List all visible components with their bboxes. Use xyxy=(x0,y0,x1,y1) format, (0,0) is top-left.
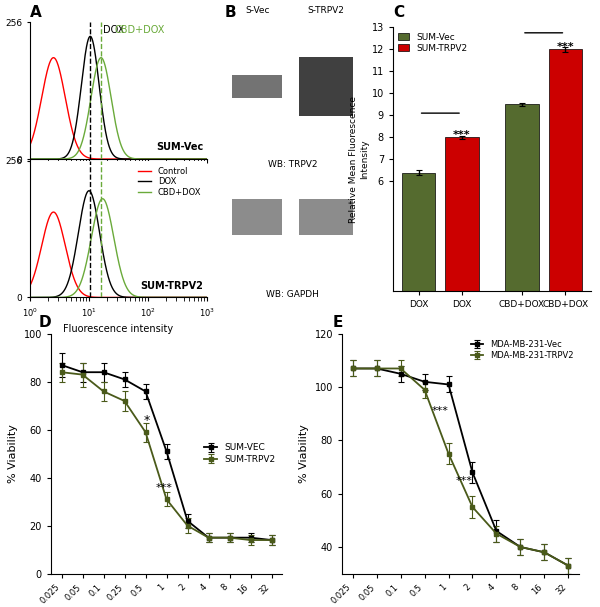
Text: ***: *** xyxy=(557,42,574,52)
Text: SUM-TRPV2: SUM-TRPV2 xyxy=(140,280,203,291)
Text: B: B xyxy=(225,5,236,20)
Bar xyxy=(402,172,436,291)
X-axis label: Fluorescence intensity: Fluorescence intensity xyxy=(64,324,173,334)
Text: SUM-Vec: SUM-Vec xyxy=(156,142,203,152)
Text: S-Vec: S-Vec xyxy=(245,6,269,15)
Y-axis label: % Viability: % Viability xyxy=(8,424,18,483)
Legend: SUM-VEC, SUM-TRPV2: SUM-VEC, SUM-TRPV2 xyxy=(202,441,277,466)
Text: C: C xyxy=(393,5,404,20)
Legend: Control, DOX, CBD+DOX: Control, DOX, CBD+DOX xyxy=(137,165,203,198)
Text: CBD+DOX: CBD+DOX xyxy=(115,25,165,35)
Text: D: D xyxy=(39,314,52,330)
Text: A: A xyxy=(30,5,42,20)
Text: WB: TRPV2: WB: TRPV2 xyxy=(268,160,317,169)
Y-axis label: Relative Mean Fluorescence
Intensity: Relative Mean Fluorescence Intensity xyxy=(349,96,369,223)
Text: DOX: DOX xyxy=(103,25,124,35)
Y-axis label: % Viability: % Viability xyxy=(299,424,309,483)
Bar xyxy=(232,199,282,235)
Text: *: * xyxy=(143,414,149,427)
Text: WB: GAPDH: WB: GAPDH xyxy=(266,290,319,299)
Legend: MDA-MB-231-Vec, MDA-MB-231-TRPV2: MDA-MB-231-Vec, MDA-MB-231-TRPV2 xyxy=(469,338,575,362)
Text: S-TRPV2: S-TRPV2 xyxy=(308,6,344,15)
Text: E: E xyxy=(333,314,343,330)
Bar xyxy=(505,104,539,291)
Bar xyxy=(548,49,582,291)
Bar xyxy=(299,199,353,235)
Text: ***: *** xyxy=(156,483,173,493)
Text: ***: *** xyxy=(455,476,473,486)
Legend: SUM-Vec, SUM-TRPV2: SUM-Vec, SUM-TRPV2 xyxy=(398,32,469,53)
Text: ***: *** xyxy=(453,131,471,140)
Bar xyxy=(232,75,282,98)
Bar xyxy=(445,137,479,291)
Text: ***: *** xyxy=(432,405,449,416)
Bar xyxy=(299,57,353,116)
